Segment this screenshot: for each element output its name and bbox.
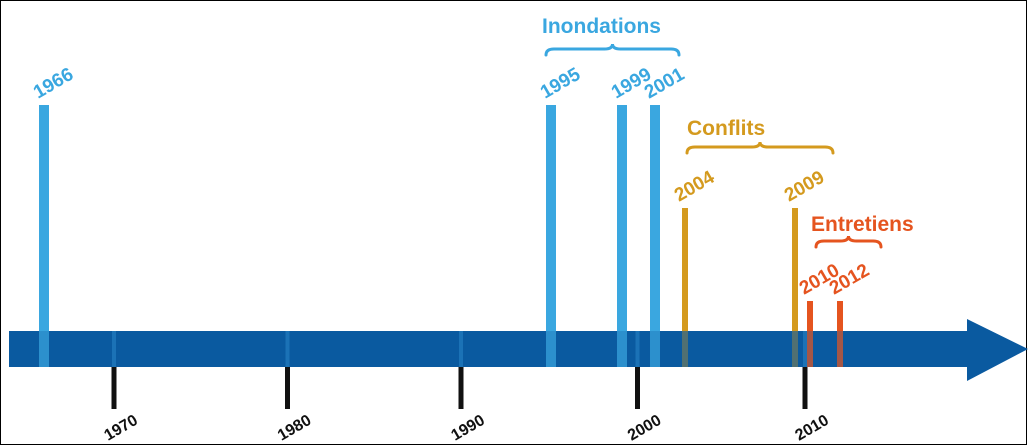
event-bar-axis-overlap	[682, 331, 688, 367]
group-heading-conflits: Conflits	[687, 117, 765, 140]
event-bar-axis-overlap	[617, 331, 627, 367]
event-bar	[682, 208, 688, 331]
group-brace-entretiens	[814, 235, 883, 249]
event-label: 2009	[781, 167, 828, 206]
group-brace-inondations	[544, 43, 681, 57]
event-bar	[546, 105, 556, 331]
event-bar-axis-overlap	[807, 331, 813, 367]
event-bar	[792, 208, 798, 331]
event-label: 1995	[537, 64, 584, 104]
event-label: 2001	[641, 64, 688, 104]
axis-tick-label: 1970	[102, 412, 141, 445]
axis-arrowhead	[967, 319, 1028, 381]
group-heading-inondations: Inondations	[542, 15, 661, 38]
event-bar-axis-overlap	[546, 331, 556, 367]
event-label: 1966	[30, 64, 77, 103]
axis-tick-mark	[285, 367, 290, 409]
event-bar-axis-overlap	[39, 331, 49, 367]
axis-tick-highlight	[803, 331, 807, 367]
event-bar	[837, 301, 843, 331]
axis-band	[9, 331, 969, 367]
axis-tick-highlight	[285, 331, 290, 367]
axis-tick-label: 2010	[793, 412, 832, 445]
axis-tick-mark	[635, 367, 640, 409]
axis-tick-label: 1990	[449, 412, 488, 445]
event-bar-axis-overlap	[792, 331, 798, 367]
event-bar	[617, 105, 627, 331]
event-bar	[807, 301, 813, 331]
axis-tick-mark	[111, 367, 117, 409]
group-heading-entretiens: Entretiens	[811, 213, 914, 236]
event-bar-axis-overlap	[650, 331, 660, 367]
axis-tick-mark	[458, 367, 464, 409]
axis-tick-highlight	[635, 331, 640, 367]
event-bar	[39, 105, 49, 331]
axis-tick-mark	[802, 367, 808, 409]
axis-tick-label: 1980	[275, 412, 314, 445]
event-label: 2004	[671, 167, 718, 207]
axis-tick-label: 2000	[625, 412, 664, 445]
axis-tick-highlight	[112, 331, 116, 367]
group-brace-conflits	[685, 141, 835, 155]
axis-tick-highlight	[459, 331, 463, 367]
event-bar	[650, 105, 660, 331]
event-bar-axis-overlap	[837, 331, 843, 367]
